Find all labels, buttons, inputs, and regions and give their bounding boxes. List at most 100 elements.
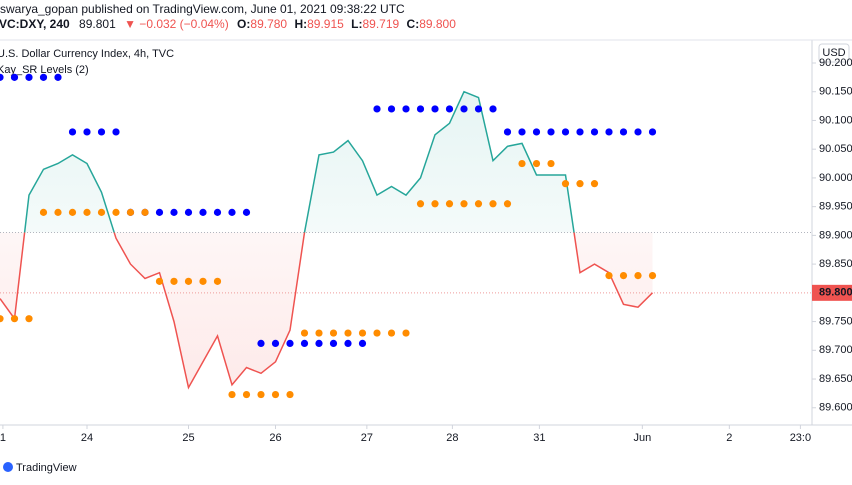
sr-level-dot [619, 271, 628, 280]
sr-level-dot [170, 277, 178, 285]
sr-level-dot [358, 329, 367, 337]
sr-level-dot [112, 208, 120, 216]
sr-level-dot [518, 159, 526, 168]
plot: 90.200 90.150 90.100 90.050 90.000 89.950 89.9… [0, 57, 852, 444]
sr-level-dot [518, 128, 526, 136]
sr-level-dot [54, 208, 62, 216]
sr-level-dot [503, 200, 512, 208]
sr-level-dot [445, 200, 454, 208]
sr-level-dot [561, 128, 570, 136]
x-tick-label: 28 [446, 432, 458, 444]
sr-level-dot [10, 73, 19, 81]
sr-level-dot [387, 329, 396, 337]
close-label: C: [407, 17, 420, 31]
sr-level-dot [561, 180, 570, 188]
sr-level-dot [97, 128, 106, 136]
sr-level-dot [634, 128, 642, 136]
y-tick-label: 90.150 [819, 86, 852, 98]
sr-level-dot [126, 208, 135, 216]
sr-level-dot [329, 339, 338, 348]
sr-level-dot [315, 339, 323, 348]
sr-level-dot [242, 208, 251, 216]
open-label: O: [237, 17, 250, 31]
sr-level-dot [83, 128, 91, 136]
sr-level-dot [402, 329, 410, 337]
x-tick-label: 27 [361, 432, 373, 444]
sr-level-dot [54, 73, 62, 81]
sr-level-dot [532, 159, 541, 168]
sr-level-dot [10, 315, 19, 323]
sr-level-dot [605, 128, 613, 136]
sr-level-dot [199, 277, 207, 285]
sr-level-dot [416, 105, 425, 113]
y-tick-label: 90.050 [819, 143, 852, 155]
currency-box[interactable] [818, 43, 850, 63]
change: ▼ −0.032 (−0.04%) [124, 17, 229, 31]
publisher: swarya_gopan published on TradingView.co… [0, 2, 405, 16]
sr-level-dot [402, 105, 410, 113]
x-tick-label: 2 [726, 432, 732, 444]
high: 89.915 [307, 17, 344, 31]
sr-level-dot [648, 128, 657, 136]
sr-level-dot [344, 329, 352, 337]
sr-level-dot [590, 180, 599, 188]
y-tick-label: 90.200 [819, 57, 852, 69]
sr-level-dot [300, 339, 309, 348]
sr-level-dot [242, 390, 251, 399]
sr-level-dot [329, 329, 338, 337]
x-tick-label: 26 [269, 432, 281, 444]
sr-level-dot [39, 73, 48, 81]
sr-level-dot [141, 208, 149, 216]
x-tick-label: 24 [81, 432, 93, 444]
sr-level-dot [25, 73, 33, 81]
sr-level-dot [228, 208, 236, 216]
y-tick-label: 89.850 [819, 258, 852, 270]
sr-level-dot [170, 208, 178, 216]
sr-level-dot [257, 339, 265, 348]
y-tick-label: 89.650 [819, 373, 852, 385]
y-tick-label: 89.600 [819, 402, 852, 414]
sr-level-dot [271, 339, 280, 348]
sr-level-dot [68, 128, 77, 136]
y-tick-label: 89.950 [819, 201, 852, 213]
x-tick-label: 23:0 [790, 432, 811, 444]
sr-level-dot [460, 200, 468, 208]
y-tick-label: 89.700 [819, 344, 852, 356]
sr-level-dot [619, 128, 628, 136]
sr-level-dot [155, 277, 164, 285]
x-tick-label: 25 [182, 432, 194, 444]
sr-level-dot [489, 200, 497, 208]
sr-level-dot [474, 105, 483, 113]
sr-level-dot [300, 329, 309, 337]
x-tick-label: 1 [0, 432, 6, 444]
sr-level-dot [0, 315, 4, 323]
sr-level-dot [576, 180, 584, 188]
sr-level-dot [286, 390, 294, 399]
sr-level-dot [576, 128, 584, 136]
sr-level-dot [184, 208, 193, 216]
brand: TradingView [16, 462, 77, 474]
logo: TradingView [3, 462, 77, 474]
logo-icon [3, 462, 13, 472]
last-price-label: 89.800 [819, 287, 852, 299]
sr-level-dot [532, 128, 541, 136]
sr-level-dot [605, 271, 613, 280]
sr-level-dot [474, 200, 483, 208]
sr-level-dot [0, 73, 4, 81]
sr-level-dot [547, 128, 555, 136]
sr-level-dot [184, 277, 193, 285]
sr-level-dot [286, 339, 294, 348]
sr-level-dot [445, 105, 454, 113]
sr-level-dot [373, 105, 381, 113]
chart-title: U.S. Dollar Currency Index, 4h, TVC [0, 48, 174, 60]
close: 89.800 [419, 17, 456, 31]
last-price-box [812, 284, 852, 301]
high-label: H: [294, 17, 307, 31]
low-label: L: [351, 17, 362, 31]
sr-level-dot [648, 271, 657, 280]
sr-level-dot [213, 277, 222, 285]
sr-level-dot [315, 329, 323, 337]
sr-level-dot [68, 208, 77, 216]
sr-level-dot [257, 390, 265, 399]
